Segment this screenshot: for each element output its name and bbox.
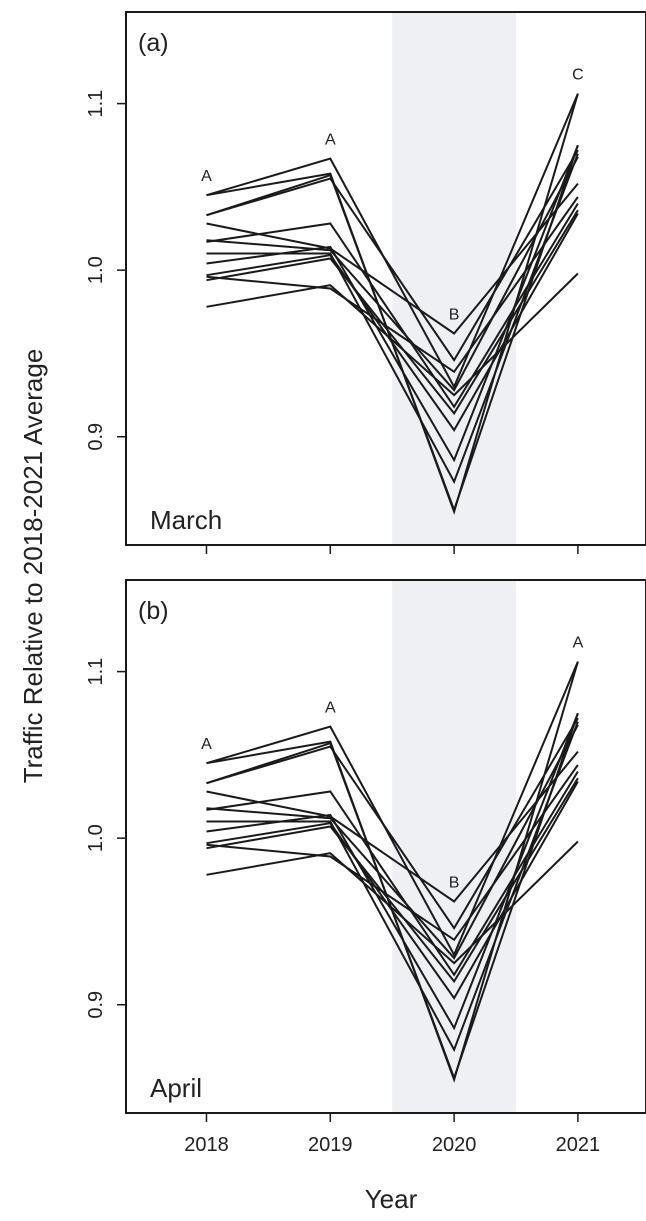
panel-tag: (a) <box>138 29 169 57</box>
x-axis-title: Year <box>365 1184 418 1214</box>
x-tick-label: 2018 <box>184 1134 229 1156</box>
series-line-2 <box>206 661 579 958</box>
series-line-5 <box>206 750 579 903</box>
series-line-8 <box>206 721 579 1053</box>
series-line-12 <box>206 272 579 397</box>
y-tick-label: 1.0 <box>85 824 107 852</box>
significance-letter: A <box>325 132 336 149</box>
x-tick-label: 2021 <box>556 1134 601 1156</box>
significance-letter: A <box>325 700 336 717</box>
series-line-13 <box>206 196 579 374</box>
panel-march: 0.9 1.0 1.1 A A B C (a) March <box>85 11 646 554</box>
series-line-10 <box>206 781 579 1000</box>
plot-frame <box>125 579 646 1114</box>
series-line-13 <box>206 764 579 942</box>
series-lines <box>206 661 579 1083</box>
series-line-6 <box>206 724 579 960</box>
series-line-2 <box>206 93 579 390</box>
series-line-9 <box>206 712 579 1031</box>
shaded-band-2020 <box>392 12 516 545</box>
month-label: March <box>150 505 222 535</box>
y-tick-label: 0.9 <box>85 423 107 451</box>
significance-letter: C <box>572 67 584 84</box>
shaded-band-2020 <box>392 580 516 1113</box>
significance-letter: A <box>573 635 584 652</box>
x-tick-label: 2020 <box>432 1134 477 1156</box>
series-line-10 <box>206 213 579 432</box>
series-line-11 <box>206 777 579 984</box>
series-line-4 <box>206 149 579 362</box>
series-line-8 <box>206 153 579 485</box>
series-line-4 <box>206 717 579 930</box>
y-tick-label: 1.1 <box>85 658 107 686</box>
series-line-11 <box>206 209 579 416</box>
series-line-5 <box>206 182 579 335</box>
significance-letter: A <box>201 736 212 753</box>
x-tick-label: 2019 <box>308 1134 353 1156</box>
y-axis-title: Traffic Relative to 2018-2021 Average <box>18 349 48 784</box>
series-line-12 <box>206 840 579 965</box>
series-lines <box>206 93 579 515</box>
panel-april: 0.9 1.0 1.1 2018 2019 2020 2021 A A B A (b) April <box>85 579 646 1156</box>
significance-letter: A <box>201 168 212 185</box>
series-line-6 <box>206 156 579 392</box>
month-label: April <box>150 1073 202 1103</box>
panel-tag: (b) <box>138 597 169 625</box>
significance-letter: B <box>449 874 460 891</box>
y-tick-label: 1.1 <box>85 90 107 118</box>
plot-frame <box>125 11 646 546</box>
significance-letter: B <box>449 306 460 323</box>
y-tick-label: 0.9 <box>85 991 107 1019</box>
y-tick-label: 1.0 <box>85 256 107 284</box>
series-line-9 <box>206 144 579 463</box>
